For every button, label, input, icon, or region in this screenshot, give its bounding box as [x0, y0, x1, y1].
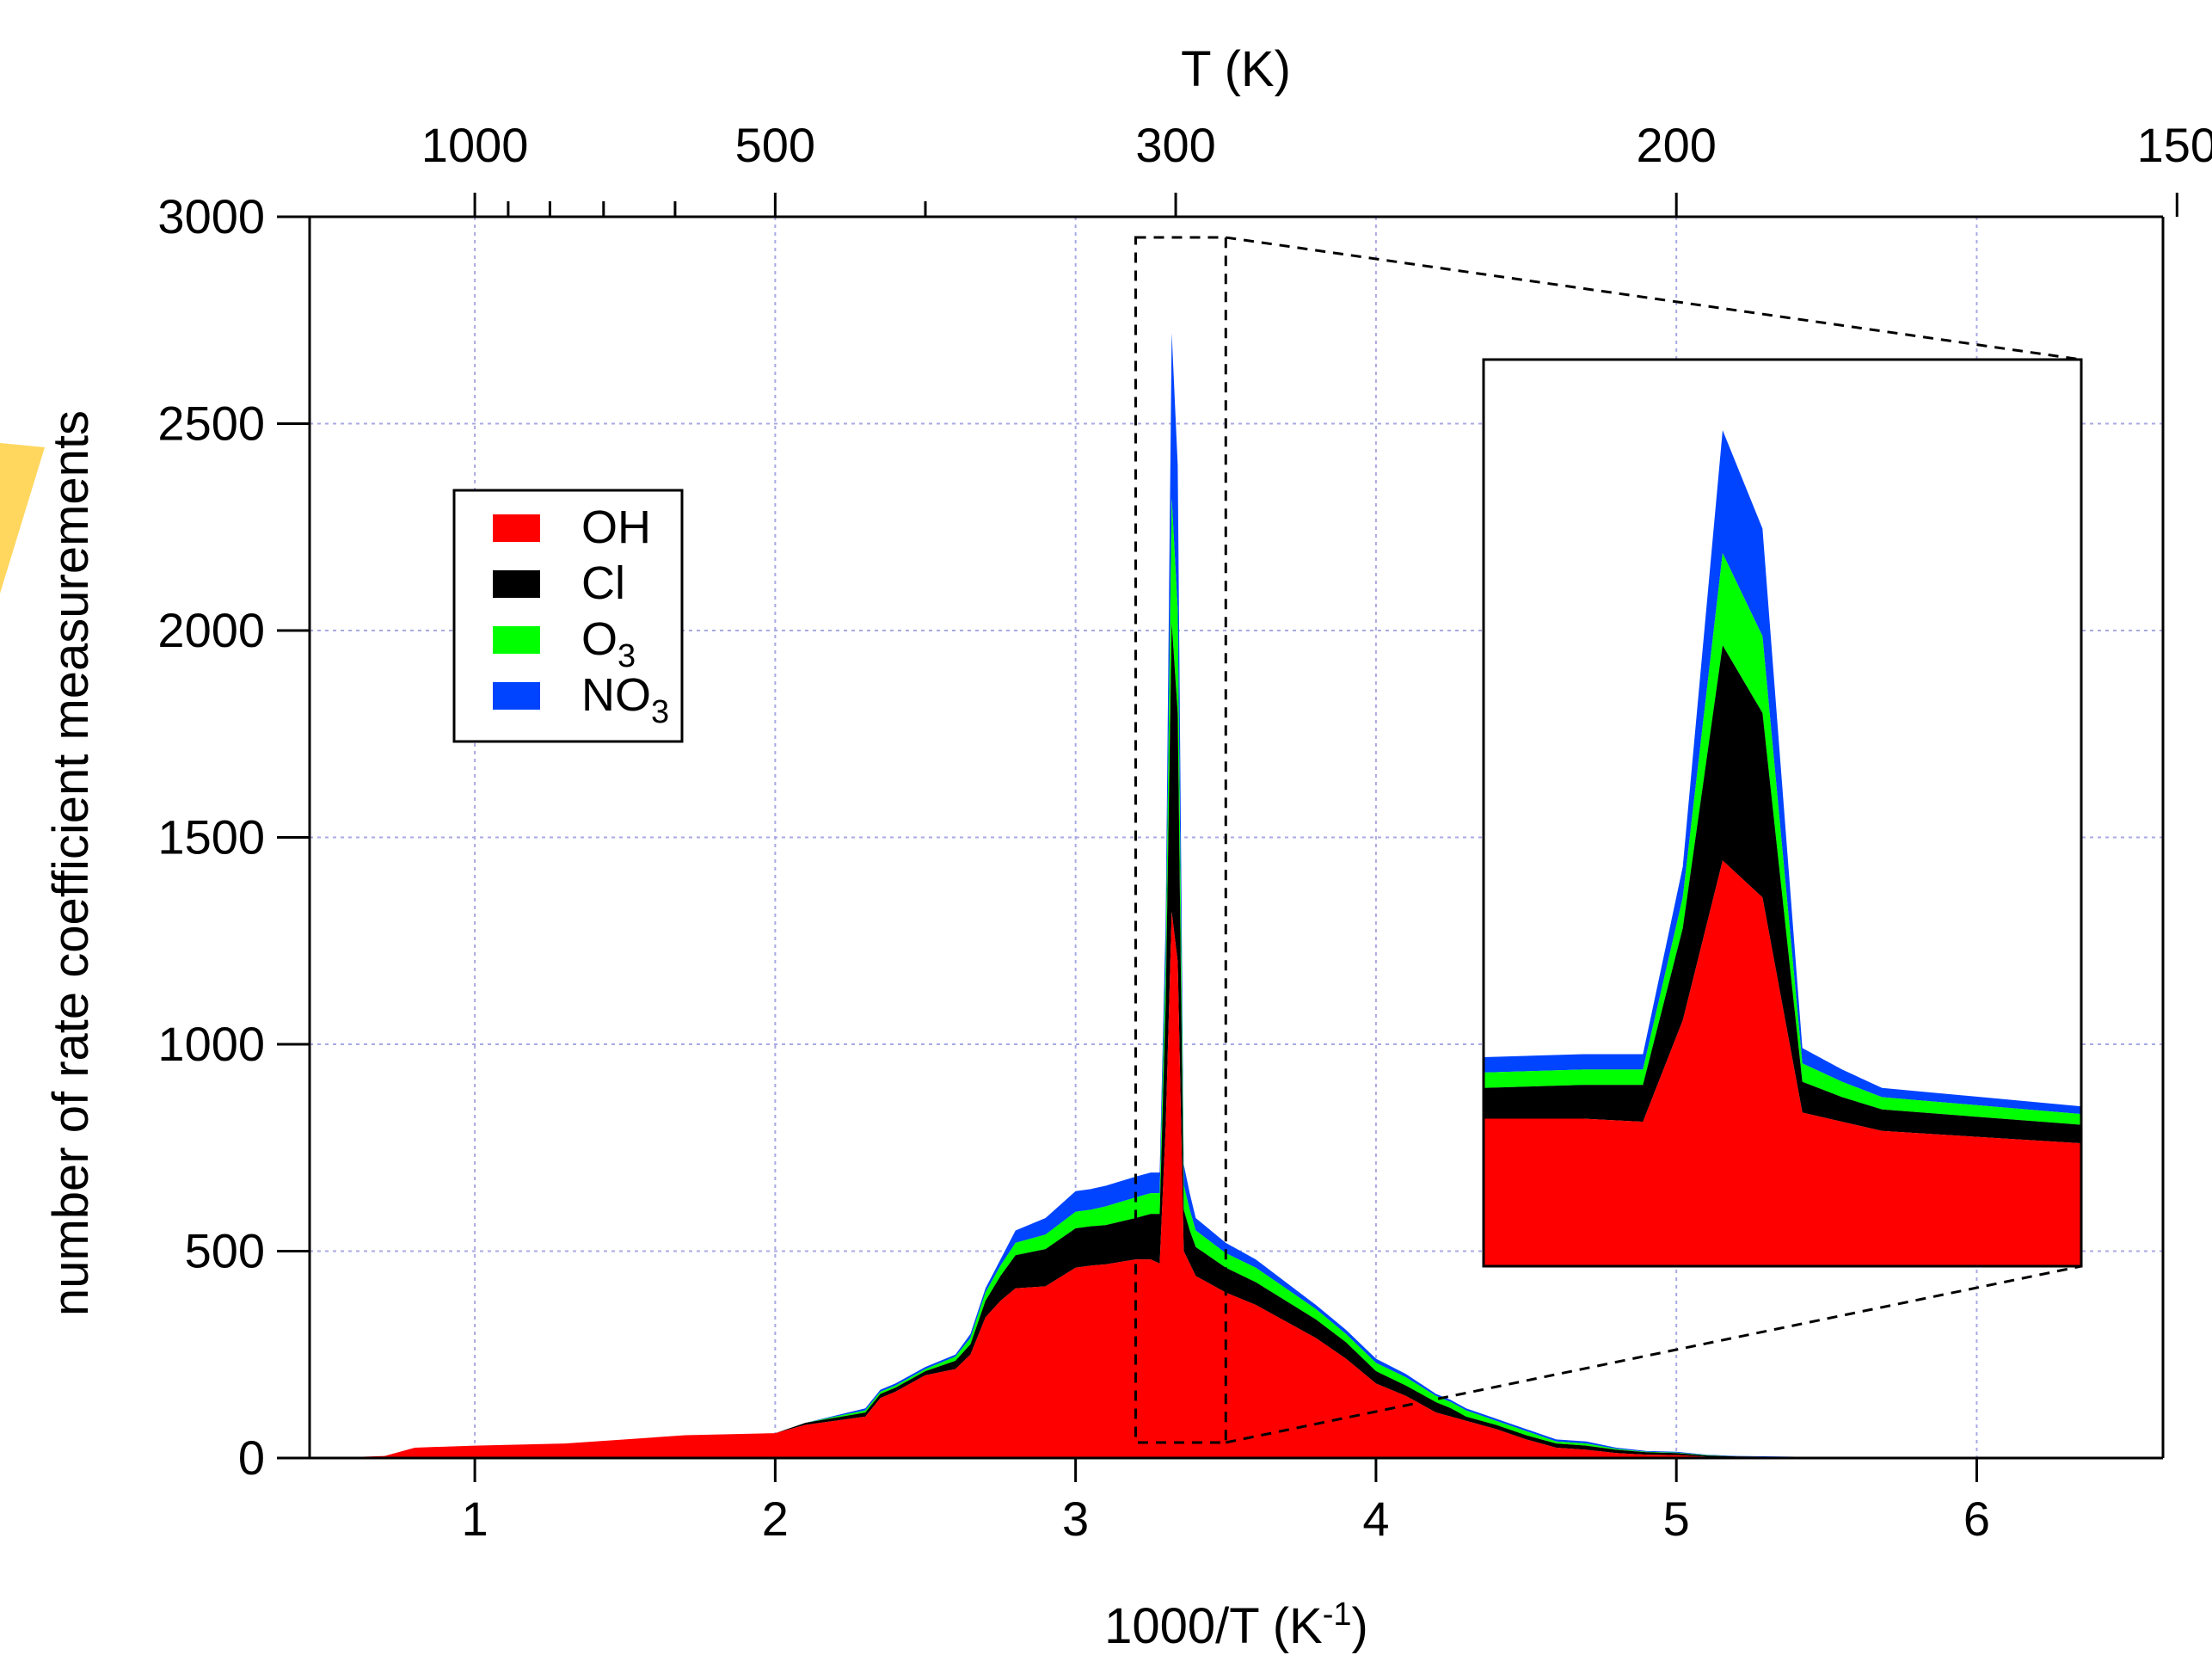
legend-swatch-no3 — [493, 682, 540, 710]
top-tick-label-4: 150 — [2137, 118, 2212, 172]
top-tick-label-0: 1000 — [421, 118, 529, 172]
legend-label-oh: OH — [581, 501, 651, 553]
highlight-marker — [0, 443, 45, 594]
y-tick-label-2: 1000 — [157, 1017, 265, 1071]
top-tick-label-3: 200 — [1636, 118, 1716, 172]
x-axis-title-main: 1000/T (K — [1104, 1598, 1323, 1654]
top-tick-label-1: 500 — [735, 118, 815, 172]
legend-swatch-cl — [493, 570, 540, 598]
y-tick-label-3: 1500 — [157, 810, 265, 864]
x-tick-label-2: 3 — [1062, 1492, 1089, 1546]
inset-area-cl — [1484, 645, 2081, 1144]
zoom-indicator — [1134, 236, 2082, 1444]
inset-area-oh — [1484, 860, 2081, 1266]
zoom-connector-top — [1226, 236, 2082, 361]
legend-box — [452, 489, 684, 743]
x-tick-label-4: 5 — [1663, 1492, 1690, 1546]
inset-zoom-panel — [1482, 358, 2083, 1268]
x-tick-label-0: 1 — [462, 1492, 488, 1546]
inset-areas — [1484, 430, 2081, 1266]
axes: 1000/T (K-1) number of rate coefficient … — [0, 41, 2212, 1654]
top-axis-title: T (K) — [1181, 41, 1291, 97]
x-axis-title-superscript: -1 — [1323, 1597, 1352, 1633]
x-tick-label-3: 4 — [1362, 1492, 1389, 1546]
inset-frame — [1482, 358, 2083, 1268]
legend-swatch-oh — [493, 514, 540, 542]
legend-label-o3: O3 — [581, 613, 636, 674]
x-tick-label-1: 2 — [762, 1492, 789, 1546]
y-tick-label-4: 2000 — [157, 603, 265, 657]
y-tick-label-6: 3000 — [157, 189, 265, 243]
x-axis-title: 1000/T (K-1) — [1104, 1597, 1368, 1654]
legend-label-no3: NO3 — [581, 669, 669, 730]
zoom-source-box — [1134, 236, 1227, 1444]
zoom-connector-bottom — [1225, 1264, 2082, 1444]
y-tick-label-0: 0 — [238, 1430, 265, 1485]
y-tick-label-5: 2500 — [157, 397, 265, 451]
legend-label-cl: Cl — [581, 557, 625, 609]
y-axis-title: number of rate coefficient measurements — [43, 410, 99, 1316]
legend-swatch-o3 — [493, 626, 540, 654]
y-tick-label-1: 500 — [185, 1224, 265, 1278]
x-axis-title-close: ) — [1352, 1598, 1368, 1654]
area-series — [324, 332, 2052, 1459]
x-tick-label-5: 6 — [1963, 1492, 1990, 1546]
area-oh — [324, 912, 2052, 1458]
top-tick-label-2: 300 — [1135, 118, 1215, 172]
